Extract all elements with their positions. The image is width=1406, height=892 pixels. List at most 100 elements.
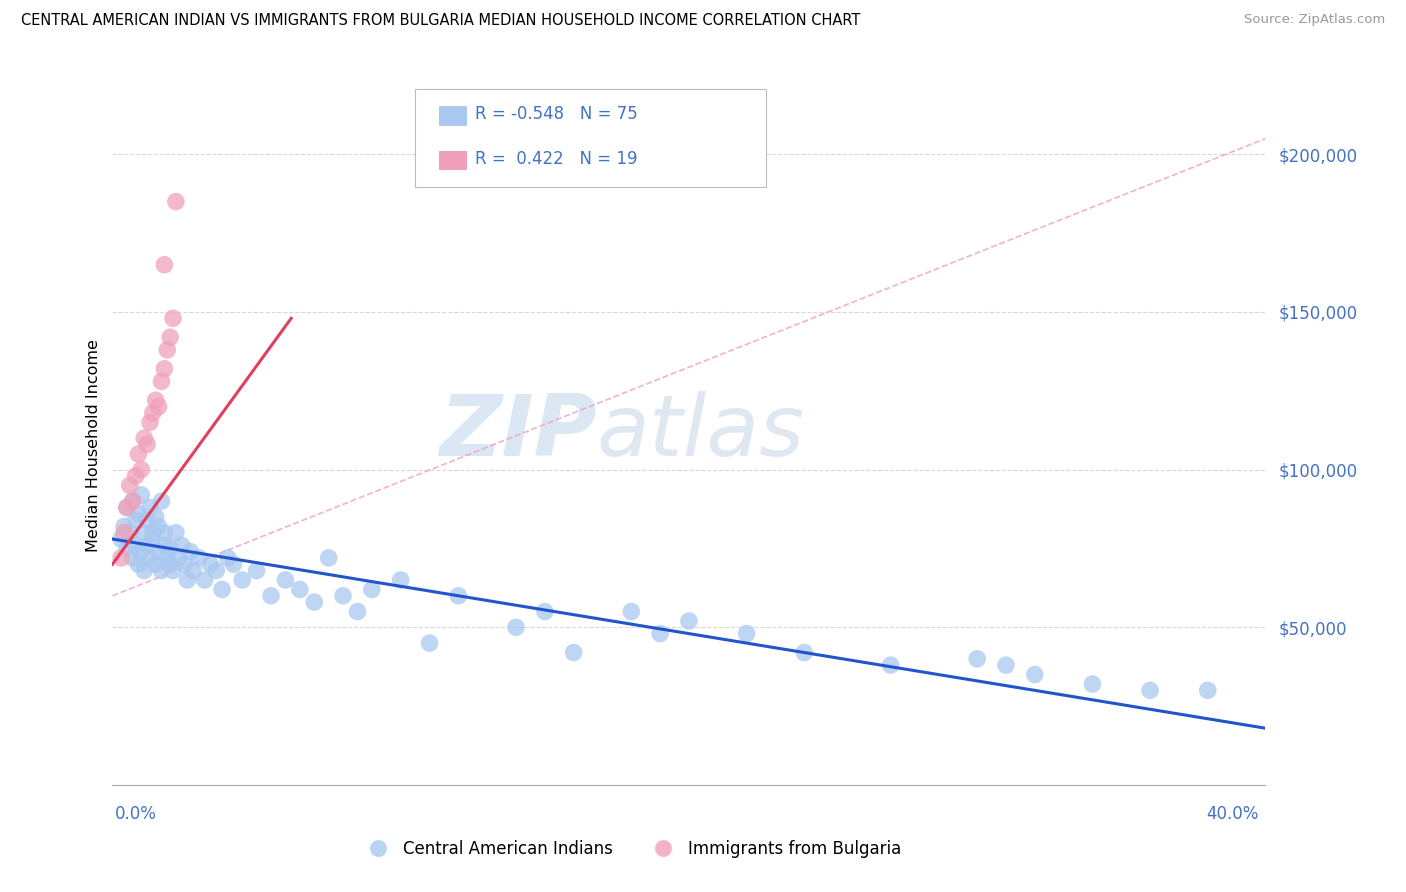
Point bbox=[170, 538, 193, 552]
Point bbox=[288, 582, 311, 597]
Text: R = -0.548   N = 75: R = -0.548 N = 75 bbox=[475, 105, 638, 123]
Point bbox=[1024, 667, 1046, 681]
Point bbox=[127, 507, 149, 521]
Text: atlas: atlas bbox=[596, 391, 804, 474]
Point bbox=[118, 478, 141, 492]
Point bbox=[332, 589, 354, 603]
Text: R =  0.422   N = 19: R = 0.422 N = 19 bbox=[475, 150, 638, 168]
Legend: Central American Indians, Immigrants from Bulgaria: Central American Indians, Immigrants fro… bbox=[354, 833, 908, 864]
Point bbox=[150, 564, 173, 578]
Point bbox=[150, 375, 173, 389]
Point bbox=[124, 538, 146, 552]
Point bbox=[159, 541, 181, 556]
Point bbox=[136, 437, 159, 451]
Point bbox=[165, 194, 187, 209]
Point bbox=[115, 500, 138, 515]
Point bbox=[173, 558, 195, 572]
Y-axis label: Median Household Income: Median Household Income bbox=[86, 340, 101, 552]
Point bbox=[205, 564, 228, 578]
Point bbox=[136, 513, 159, 527]
Point bbox=[148, 400, 170, 414]
Point bbox=[121, 550, 143, 565]
Point bbox=[148, 544, 170, 558]
Point bbox=[153, 361, 176, 376]
Point bbox=[389, 573, 412, 587]
Point bbox=[129, 463, 153, 477]
Point bbox=[124, 513, 146, 527]
Text: CENTRAL AMERICAN INDIAN VS IMMIGRANTS FROM BULGARIA MEDIAN HOUSEHOLD INCOME CORR: CENTRAL AMERICAN INDIAN VS IMMIGRANTS FR… bbox=[21, 13, 860, 29]
Point bbox=[200, 558, 222, 572]
Point bbox=[231, 573, 253, 587]
Point bbox=[139, 415, 162, 429]
Point bbox=[136, 538, 159, 552]
Point bbox=[156, 343, 179, 357]
Point bbox=[115, 500, 138, 515]
Point bbox=[127, 558, 149, 572]
Point bbox=[153, 538, 176, 552]
Text: ZIP: ZIP bbox=[439, 391, 596, 474]
Point bbox=[793, 646, 815, 660]
Point bbox=[260, 589, 283, 603]
Point bbox=[145, 393, 167, 408]
Point bbox=[179, 544, 201, 558]
Point bbox=[1139, 683, 1161, 698]
Point bbox=[678, 614, 700, 628]
Point bbox=[118, 525, 141, 540]
Point bbox=[447, 589, 470, 603]
Point bbox=[150, 494, 173, 508]
Point bbox=[121, 494, 143, 508]
Point bbox=[148, 519, 170, 533]
Point bbox=[346, 605, 368, 619]
Point bbox=[153, 258, 176, 272]
Point bbox=[156, 550, 179, 565]
Point bbox=[274, 573, 297, 587]
Point bbox=[110, 550, 132, 565]
Point bbox=[134, 564, 156, 578]
Point bbox=[304, 595, 326, 609]
Point bbox=[112, 519, 135, 533]
Point bbox=[121, 494, 143, 508]
Point bbox=[142, 406, 165, 420]
Text: Source: ZipAtlas.com: Source: ZipAtlas.com bbox=[1244, 13, 1385, 27]
Point bbox=[165, 525, 187, 540]
Point bbox=[129, 488, 153, 502]
Text: 40.0%: 40.0% bbox=[1206, 805, 1258, 823]
Point bbox=[145, 510, 167, 524]
Point bbox=[145, 558, 167, 572]
Point bbox=[162, 311, 184, 326]
Point bbox=[115, 541, 138, 556]
Point bbox=[648, 626, 672, 640]
Point bbox=[142, 532, 165, 546]
Point bbox=[188, 550, 211, 565]
Point bbox=[112, 525, 135, 540]
Point bbox=[505, 620, 527, 634]
Point bbox=[153, 525, 176, 540]
Point bbox=[139, 550, 162, 565]
Point bbox=[419, 636, 441, 650]
Point bbox=[880, 658, 903, 673]
Point bbox=[194, 573, 217, 587]
Point bbox=[159, 330, 181, 344]
Point bbox=[966, 652, 988, 666]
Point bbox=[620, 605, 643, 619]
Point bbox=[995, 658, 1018, 673]
Point bbox=[162, 564, 184, 578]
Point bbox=[142, 525, 165, 540]
Point bbox=[129, 544, 153, 558]
Point bbox=[318, 550, 340, 565]
Point bbox=[360, 582, 382, 597]
Point bbox=[127, 447, 149, 461]
Point bbox=[211, 582, 233, 597]
Point bbox=[562, 646, 585, 660]
Point bbox=[176, 573, 198, 587]
Point bbox=[533, 605, 555, 619]
Point bbox=[1197, 683, 1219, 698]
Point bbox=[1081, 677, 1104, 691]
Point bbox=[222, 558, 245, 572]
Point bbox=[134, 525, 156, 540]
Point bbox=[181, 564, 204, 578]
Point bbox=[245, 564, 267, 578]
Point bbox=[110, 532, 132, 546]
Point bbox=[735, 626, 758, 640]
Text: 0.0%: 0.0% bbox=[115, 805, 157, 823]
